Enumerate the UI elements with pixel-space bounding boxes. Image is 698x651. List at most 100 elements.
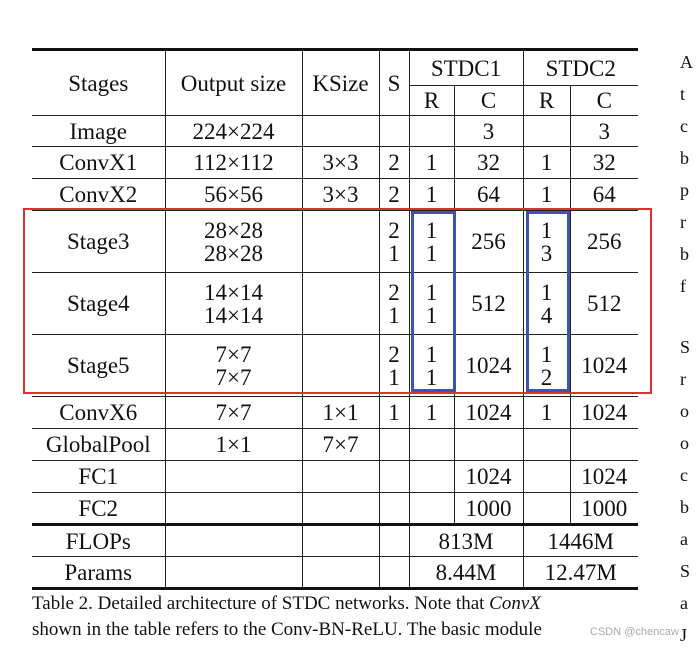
cell-stage: FC2 [32,492,166,525]
margin-letter: J [680,625,688,645]
margin-letter: o [680,401,689,421]
cell-s [378,492,410,525]
cell-r2: 1 4 [522,272,571,335]
margin-letter: r [680,212,686,232]
header-ksize: KSize [301,48,380,116]
margin-letter: o [680,433,689,453]
cell-flops-stdc2: 1446M [522,523,638,557]
margin-letter: r [680,369,686,389]
cell-s: 2 1 [378,334,410,397]
cell-r1: 1 1 [408,210,455,273]
table-row: ConvX6 7×7 1×1 1 1 1024 1 1024 [32,396,638,429]
cell-r2 [522,492,571,525]
cell-stage: Stage4 [32,272,166,335]
cell-c1: 1024 [453,396,524,429]
margin-letter: S [680,337,691,357]
cell-output-line: 14×14 [204,279,263,305]
cell-output-line: 28×28 [204,217,263,243]
cell-ksize: 3×3 [301,178,380,211]
table-row: FC1 1024 1024 [32,460,638,493]
cell-s-line: 1 [388,364,400,390]
cell-output-line: 7×7 [215,341,252,367]
cell-s-line: 1 [388,302,400,328]
cell-output [164,492,303,525]
caption-emphasis: ConvX [489,593,541,614]
margin-letter: A [680,52,693,72]
table-row: Stage5 7×7 7×7 2 1 1 1 1024 1 2 1024 [32,334,638,397]
caption-line-1: Table 2. Detailed architecture of STDC n… [32,591,642,617]
cell-r1 [408,428,455,461]
cell-output-line: 28×28 [204,240,263,266]
cell-flops-label: FLOPs [32,523,166,557]
architecture-table: Stages Output size KSize S STDC1 STDC2 R… [32,48,638,590]
cell-empty [164,556,303,590]
cell-ksize [301,115,380,147]
caption-text: Table 2. Detailed architecture of STDC n… [32,593,490,614]
cell-output: 1×1 [164,428,303,461]
cell-stage: GlobalPool [32,428,166,461]
cell-r2-line: 1 [540,341,553,367]
cell-c2: 1024 [569,460,638,493]
cell-s-line: 2 [388,279,400,305]
header-r-stdc1: R [408,85,455,116]
cell-c2: 3 [569,115,638,147]
cell-r1-line: 1 [425,302,438,328]
margin-letter: f [680,276,686,296]
cell-ksize [301,460,380,493]
cell-params-stdc2: 12.47M [522,556,638,590]
cell-output-line: 14×14 [204,302,263,328]
margin-letter: c [680,116,688,136]
params-row: Params 8.44M 12.47M [32,556,638,590]
cell-empty [164,523,303,557]
cell-output: 112×112 [164,146,303,179]
cell-output: 7×7 [164,396,303,429]
margin-letter: b [680,497,689,517]
cell-c2: 1024 [569,396,638,429]
cell-output-line: 7×7 [215,364,252,390]
header-c-stdc1: C [453,85,524,116]
cell-r1-line: 1 [425,240,438,266]
table-row: GlobalPool 1×1 7×7 [32,428,638,461]
cell-r1: 1 1 [408,334,455,397]
cell-r2: 1 [522,146,571,179]
cell-r1 [408,115,455,147]
cell-s [378,115,410,147]
stdc1-r-highlight-box [411,211,456,392]
cell-r1 [408,460,455,493]
cell-s-line: 1 [388,240,400,266]
cell-r2-line: 2 [540,364,553,390]
flops-row: FLOPs 813M 1446M [32,523,638,557]
table-row: Stage3 28×28 28×28 2 1 1 1 256 1 3 256 [32,210,638,273]
watermark: CSDN @chencaw [590,626,679,638]
cell-c2: 64 [569,178,638,211]
cell-r1: 1 [408,178,455,211]
cell-ksize [301,492,380,525]
cell-c1 [453,428,524,461]
table-row: FC2 1000 1000 [32,492,638,525]
header-s: S [378,48,410,116]
cell-r1-line: 1 [425,279,438,305]
cell-r1: 1 [408,146,455,179]
header-stdc2: STDC2 [522,48,638,86]
margin-letter: p [680,180,689,200]
subheader-row: R C R C [32,85,638,116]
cell-r2-line: 3 [540,240,553,266]
cell-r2-line: 1 [540,279,553,305]
cell-s: 1 [378,396,410,429]
margin-letter: b [680,148,689,168]
caption-line-2: shown in the table refers to the Conv-BN… [32,619,542,640]
cell-s [378,428,410,461]
cell-c1: 1024 [453,460,524,493]
cell-r1-line: 1 [425,341,438,367]
cell-stage: ConvX2 [32,178,166,211]
cell-stage: ConvX1 [32,146,166,179]
cell-params-stdc1: 8.44M [408,556,524,590]
cell-s: 2 [378,178,410,211]
cell-s-line: 2 [388,217,400,243]
cell-output: 14×14 14×14 [164,272,303,335]
header-c-stdc2: C [569,85,638,116]
cell-r2-line: 1 [540,217,553,243]
cell-c2: 1000 [569,492,638,525]
cell-c2: 32 [569,146,638,179]
